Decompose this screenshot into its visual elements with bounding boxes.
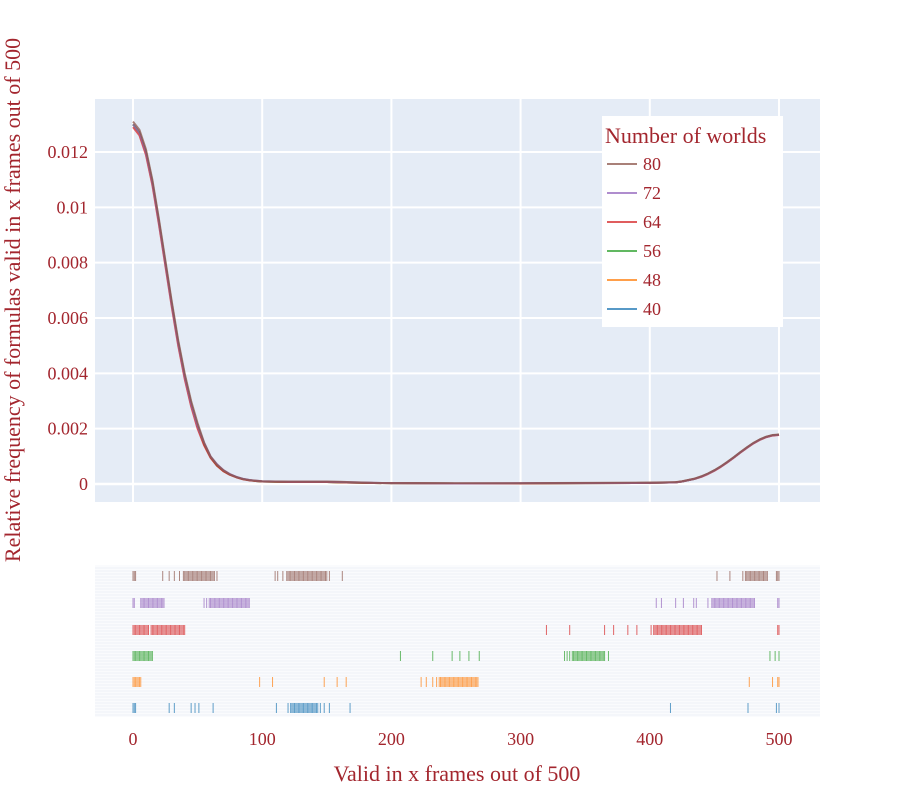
x-axis-title: Valid in x frames out of 500 (334, 761, 581, 786)
rug-row-80 (132, 571, 780, 581)
kde-curve-80 (132, 120, 780, 485)
y-tick-label: 0.006 (48, 308, 89, 328)
rug-row-48 (132, 677, 780, 687)
y-tick-labels: 0 0.002 0.004 0.006 0.008 0.01 0.012 (48, 142, 89, 494)
x-tick-label: 0 (129, 729, 138, 749)
rug-row-56 (132, 651, 780, 661)
rug-row-72 (132, 598, 780, 608)
y-axis-title: Relative frequency of formulas valid in … (0, 38, 25, 562)
legend-item-48: 48 (607, 270, 661, 290)
x-tick-label: 400 (636, 729, 663, 749)
x-tick-label: 200 (378, 729, 405, 749)
legend-item-40: 40 (607, 299, 661, 319)
rug-row-40 (132, 703, 780, 713)
legend: Number of worlds 80 72 64 56 48 40 (602, 116, 783, 327)
y-tick-label: 0 (79, 474, 88, 494)
rug-row-64 (132, 625, 780, 635)
legend-label: 80 (643, 154, 661, 174)
y-tick-label: 0.01 (57, 197, 89, 217)
y-tick-label: 0.012 (48, 142, 89, 162)
legend-item-80: 80 (607, 154, 661, 174)
legend-label: 56 (643, 241, 661, 261)
legend-label: 48 (643, 270, 661, 290)
y-tick-label: 0.008 (48, 253, 89, 273)
legend-label: 64 (643, 212, 661, 232)
legend-item-64: 64 (607, 212, 661, 232)
legend-item-72: 72 (607, 183, 661, 203)
legend-items: 80 72 64 56 48 40 (607, 154, 661, 319)
y-tick-label: 0.004 (48, 363, 89, 383)
x-tick-label: 100 (249, 729, 276, 749)
legend-item-56: 56 (607, 241, 661, 261)
rug-plot-background (95, 565, 820, 717)
legend-label: 40 (643, 299, 661, 319)
rug-background-lines (95, 567, 820, 716)
rug-marks (132, 571, 780, 713)
legend-title: Number of worlds (605, 123, 766, 148)
x-tick-label: 300 (507, 729, 534, 749)
kde-curves (132, 120, 780, 485)
y-tick-label: 0.002 (48, 419, 89, 439)
x-tick-label: 500 (766, 729, 793, 749)
legend-label: 72 (643, 183, 661, 203)
x-tick-labels: 0 100 200 300 400 500 (129, 729, 793, 749)
